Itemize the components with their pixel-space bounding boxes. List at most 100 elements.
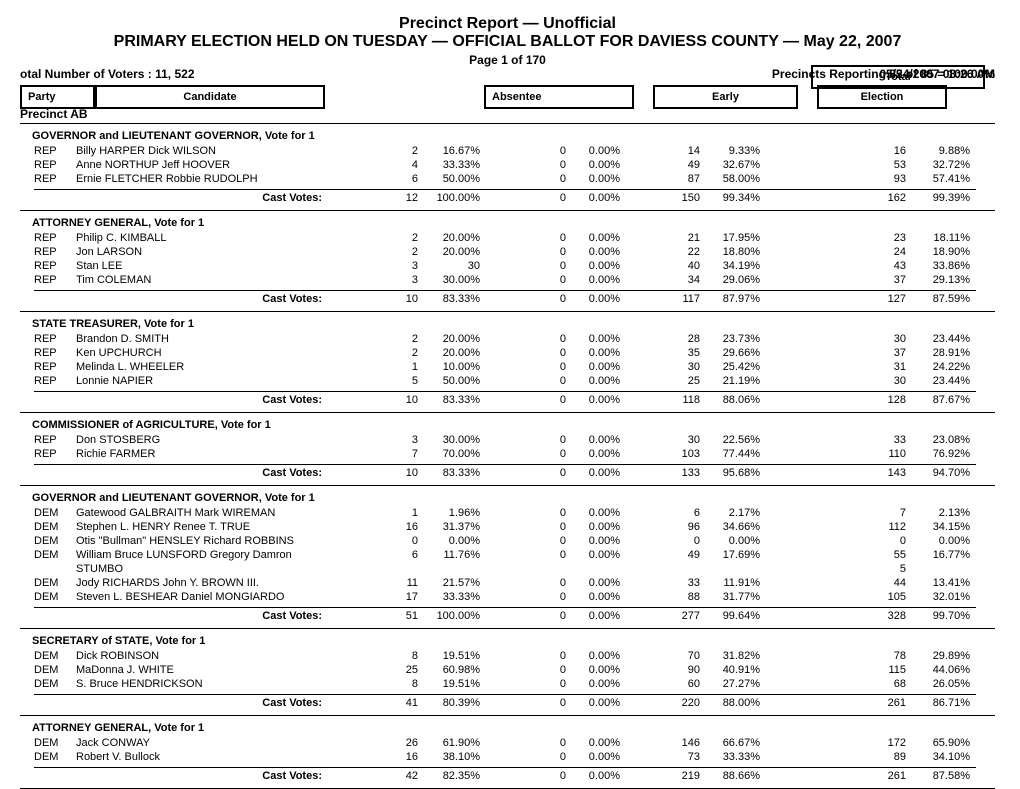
election-count: 34 bbox=[626, 273, 700, 287]
election-count: 70 bbox=[626, 649, 700, 663]
early-pct: 0.00% bbox=[566, 346, 626, 360]
absentee-count: 8 bbox=[362, 649, 418, 663]
early-pct: 0.00% bbox=[566, 433, 626, 447]
cast-total: 143 bbox=[842, 464, 906, 479]
cast-early: 0 bbox=[486, 290, 566, 305]
election-count: 30 bbox=[626, 360, 700, 374]
candidate-name: Billy HARPER Dick WILSON bbox=[76, 144, 362, 158]
total-pct: 9.88% bbox=[906, 144, 976, 158]
total-count: 43 bbox=[842, 259, 906, 273]
election-pct: 17.69% bbox=[700, 548, 766, 562]
candidate-row: REP Richie FARMER 7 70.00% 0 0.00% 103 7… bbox=[20, 447, 995, 461]
cast-absentee-pct: 83.33% bbox=[418, 391, 486, 406]
election-count: 73 bbox=[626, 750, 700, 764]
total-pct: 44.06% bbox=[906, 663, 976, 677]
candidate-name: Melinda L. WHEELER bbox=[76, 360, 362, 374]
early-pct: 0.00% bbox=[566, 144, 626, 158]
election-count: 22 bbox=[626, 245, 700, 259]
early-count: 0 bbox=[486, 520, 566, 534]
early-pct: 0.00% bbox=[566, 374, 626, 388]
election-count: 49 bbox=[626, 548, 700, 562]
early-count: 0 bbox=[486, 172, 566, 186]
candidate-row: DEM Robert V. Bullock 16 38.10% 0 0.00% … bbox=[20, 750, 995, 764]
cast-early-pct: 0.00% bbox=[566, 767, 626, 782]
election-pct: 58.00% bbox=[700, 172, 766, 186]
candidate-row: REP Anne NORTHUP Jeff HOOVER 4 33.33% 0 … bbox=[20, 158, 995, 172]
candidate-name: Ken UPCHURCH bbox=[76, 346, 362, 360]
cast-total: 261 bbox=[842, 767, 906, 782]
early-count: 0 bbox=[486, 548, 566, 562]
election-pct: 32.67% bbox=[700, 158, 766, 172]
early-count: 0 bbox=[486, 346, 566, 360]
total-count: 68 bbox=[842, 677, 906, 691]
cast-votes-row: Cast Votes: 41 80.39% 0 0.00% 220 88.00%… bbox=[20, 694, 995, 716]
election-pct: 31.82% bbox=[700, 649, 766, 663]
cast-absentee-pct: 83.33% bbox=[418, 464, 486, 479]
race-section: COMMISSIONER of AGRICULTURE, Vote for 1 … bbox=[20, 419, 995, 486]
total-voters: otal Number of Voters : 11, 522 bbox=[20, 67, 195, 81]
total-count: 53 bbox=[842, 158, 906, 172]
cast-early: 0 bbox=[486, 694, 566, 709]
cast-early: 0 bbox=[486, 607, 566, 622]
cast-total: 328 bbox=[842, 607, 906, 622]
candidate-row: DEM MaDonna J. WHITE 25 60.98% 0 0.00% 9… bbox=[20, 663, 995, 677]
race-title: STATE TREASURER, Vote for 1 bbox=[20, 318, 995, 330]
early-pct: 0.00% bbox=[566, 736, 626, 750]
early-pct: 0.00% bbox=[566, 750, 626, 764]
col-early: Early bbox=[653, 85, 798, 109]
total-count: 23 bbox=[842, 231, 906, 245]
total-count: 89 bbox=[842, 750, 906, 764]
cast-early: 0 bbox=[486, 464, 566, 479]
cast-votes-label: Cast Votes: bbox=[34, 607, 362, 622]
candidate-row: REP Ken UPCHURCH 2 20.00% 0 0.00% 35 29.… bbox=[20, 346, 995, 360]
total-pct: 32.01% bbox=[906, 590, 976, 604]
candidate-name: Lonnie NAPIER bbox=[76, 374, 362, 388]
election-pct: 34.19% bbox=[700, 259, 766, 273]
total-pct: 18.11% bbox=[906, 231, 976, 245]
cast-votes-row: Cast Votes: 51 100.00% 0 0.00% 277 99.64… bbox=[20, 607, 995, 629]
party: DEM bbox=[34, 736, 76, 750]
total-count: 172 bbox=[842, 736, 906, 750]
early-count: 0 bbox=[486, 447, 566, 461]
early-pct: 0.00% bbox=[566, 649, 626, 663]
absentee-pct: 20.00% bbox=[418, 245, 486, 259]
cast-early-pct: 0.00% bbox=[566, 607, 626, 622]
cast-election: 117 bbox=[626, 290, 700, 305]
candidate-name: Gatewood GALBRAITH Mark WIREMAN bbox=[76, 506, 362, 520]
candidate-name: Philip C. KIMBALL bbox=[76, 231, 362, 245]
election-count: 14 bbox=[626, 144, 700, 158]
early-count: 0 bbox=[486, 245, 566, 259]
absentee-count: 8 bbox=[362, 677, 418, 691]
early-pct: 0.00% bbox=[566, 447, 626, 461]
cast-absentee: 41 bbox=[362, 694, 418, 709]
absentee-pct: 19.51% bbox=[418, 677, 486, 691]
candidate-row: REP Melinda L. WHEELER 1 10.00% 0 0.00% … bbox=[20, 360, 995, 374]
election-count: 35 bbox=[626, 346, 700, 360]
total-pct: 33.86% bbox=[906, 259, 976, 273]
candidate-name: Jody RICHARDS John Y. BROWN III. bbox=[76, 576, 362, 590]
cast-votes-label: Cast Votes: bbox=[34, 391, 362, 406]
total-count: 44 bbox=[842, 576, 906, 590]
cast-votes-label: Cast Votes: bbox=[34, 189, 362, 204]
election-pct: 9.33% bbox=[700, 144, 766, 158]
election-pct: 18.80% bbox=[700, 245, 766, 259]
total-count: 93 bbox=[842, 172, 906, 186]
total-pct: 34.10% bbox=[906, 750, 976, 764]
report-title: Precinct Report — Unofficial bbox=[20, 15, 995, 33]
cast-total: 162 bbox=[842, 189, 906, 204]
total-pct: 57.41% bbox=[906, 172, 976, 186]
absentee-count: 26 bbox=[362, 736, 418, 750]
cast-early-pct: 0.00% bbox=[566, 290, 626, 305]
candidate-row: DEM Stephen L. HENRY Renee T. TRUE 16 31… bbox=[20, 520, 995, 534]
candidate-name: Jack CONWAY bbox=[76, 736, 362, 750]
absentee-count: 2 bbox=[362, 245, 418, 259]
absentee-count: 25 bbox=[362, 663, 418, 677]
candidate-row: REP Philip C. KIMBALL 2 20.00% 0 0.00% 2… bbox=[20, 231, 995, 245]
candidate-name: Dick ROBINSON bbox=[76, 649, 362, 663]
early-pct: 0.00% bbox=[566, 245, 626, 259]
absentee-pct: 50.00% bbox=[418, 172, 486, 186]
total-pct: 0.00% bbox=[906, 534, 976, 548]
cast-election: 150 bbox=[626, 189, 700, 204]
election-count: 60 bbox=[626, 677, 700, 691]
election-pct: 33.33% bbox=[700, 750, 766, 764]
